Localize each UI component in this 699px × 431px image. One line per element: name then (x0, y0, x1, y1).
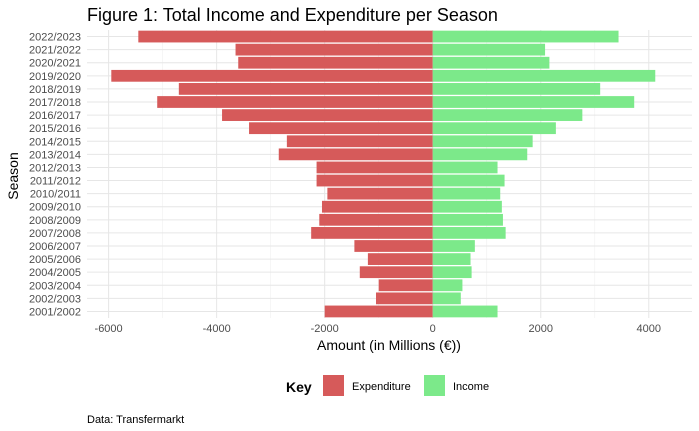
income-bar-2005-2006 (432, 253, 471, 265)
expenditure-bar-2002-2003 (375, 292, 433, 305)
y-tick-label: 2022/2023 (29, 32, 81, 44)
income-bar-2007-2008 (432, 227, 506, 239)
y-axis-title: Season (5, 152, 21, 199)
x-tick-label: -4000 (203, 323, 231, 335)
income-bar-2006-2007 (432, 240, 475, 252)
income-bar-2009-2010 (432, 200, 502, 213)
y-tick-label: 2001/2002 (29, 306, 81, 318)
y-tick-labels: 2001/20022002/20032003/20042004/20052005… (29, 32, 81, 319)
y-tick-label: 2006/2007 (29, 241, 81, 253)
expenditure-bar-2016-2017 (222, 109, 433, 121)
expenditure-bar-2020-2021 (238, 56, 433, 69)
y-tick-label: 2013/2014 (29, 149, 81, 161)
expenditure-bar-2011-2012 (316, 174, 433, 187)
income-bar-2013-2014 (432, 148, 528, 161)
legend: Key Expenditure Income (286, 375, 489, 396)
income-bar-2011-2012 (432, 174, 505, 187)
expenditure-bar-2022-2023 (138, 30, 433, 43)
x-tick-label: 4000 (637, 323, 661, 335)
income-bar-2020-2021 (432, 56, 550, 69)
income-bar-2004-2005 (432, 266, 472, 279)
y-tick-label: 2005/2006 (29, 254, 81, 266)
expenditure-bar-2008-2009 (319, 213, 433, 226)
y-tick-label: 2015/2016 (29, 123, 81, 135)
x-tick-label: 2000 (529, 323, 553, 335)
income-bar-2022-2023 (432, 30, 619, 43)
expenditure-bar-2012-2013 (316, 161, 433, 174)
expenditure-bar-2015-2016 (249, 122, 433, 135)
expenditure-bar-2019-2020 (111, 69, 433, 82)
y-tick-label: 2019/2020 (29, 71, 81, 83)
x-tick-labels: -6000 -4000 -2000 0 2000 4000 (95, 323, 661, 335)
expenditure-bar-2004-2005 (359, 266, 433, 279)
y-tick-label: 2018/2019 (29, 84, 81, 96)
x-axis-title: Amount (in Millions (€)) (317, 337, 461, 353)
expenditure-bar-2010-2011 (327, 187, 433, 200)
chart-title: Figure 1: Total Income and Expenditure p… (87, 5, 498, 25)
y-tick-label: 2020/2021 (29, 58, 81, 70)
expenditure-bar-2013-2014 (278, 148, 433, 161)
y-tick-label: 2017/2018 (29, 97, 81, 109)
expenditure-bar-2001-2002 (324, 305, 433, 318)
y-tick-label: 2007/2008 (29, 228, 81, 240)
income-legend-label: Income (453, 381, 489, 393)
income-bar-2015-2016 (432, 122, 556, 135)
y-tick-label: 2012/2013 (29, 162, 81, 174)
y-tick-label: 2002/2003 (29, 293, 81, 305)
expenditure-bar-2007-2008 (311, 227, 433, 239)
y-tick-label: 2011/2012 (30, 176, 81, 188)
y-tick-label: 2003/2004 (29, 280, 81, 292)
income-bar-2014-2015 (432, 135, 533, 148)
income-bar-2016-2017 (432, 109, 583, 121)
expenditure-bar-2003-2004 (378, 279, 433, 292)
y-tick-label: 2004/2005 (29, 267, 81, 279)
expenditure-legend-key (323, 375, 344, 396)
expenditure-bar-2014-2015 (286, 135, 433, 148)
expenditure-legend-label: Expenditure (352, 381, 411, 393)
y-tick-label: 2010/2011 (30, 189, 81, 201)
chart-caption: Data: Transfermarkt (87, 414, 184, 426)
y-tick-label: 2021/2022 (29, 45, 81, 57)
y-tick-label: 2009/2010 (29, 202, 81, 214)
income-bar-2010-2011 (432, 187, 501, 200)
expenditure-bar-2018-2019 (178, 83, 433, 95)
expenditure-bar-2021-2022 (235, 43, 433, 56)
income-bar-2021-2022 (432, 43, 546, 56)
x-tick-label: -6000 (95, 323, 123, 335)
expenditure-bar-2017-2018 (157, 96, 433, 108)
bars-layer (111, 30, 656, 318)
y-tick-label: 2008/2009 (29, 215, 81, 227)
y-tick-label: 2014/2015 (29, 136, 81, 148)
income-bar-2019-2020 (432, 69, 656, 82)
income-bar-2012-2013 (432, 161, 498, 174)
income-bar-2002-2003 (432, 292, 461, 305)
income-bar-2018-2019 (432, 83, 601, 95)
expenditure-bar-2006-2007 (354, 240, 433, 252)
x-tick-label: 0 (430, 323, 436, 335)
income-bar-2001-2002 (432, 305, 498, 318)
income-bar-2003-2004 (432, 279, 463, 292)
expenditure-bar-2009-2010 (321, 200, 433, 213)
income-bar-2017-2018 (432, 96, 635, 108)
legend-title: Key (286, 379, 312, 395)
income-bar-2008-2009 (432, 213, 503, 226)
y-tick-label: 2016/2017 (29, 110, 81, 122)
x-tick-label: -2000 (311, 323, 339, 335)
expenditure-bar-2005-2006 (367, 253, 433, 265)
income-legend-key (424, 375, 445, 396)
